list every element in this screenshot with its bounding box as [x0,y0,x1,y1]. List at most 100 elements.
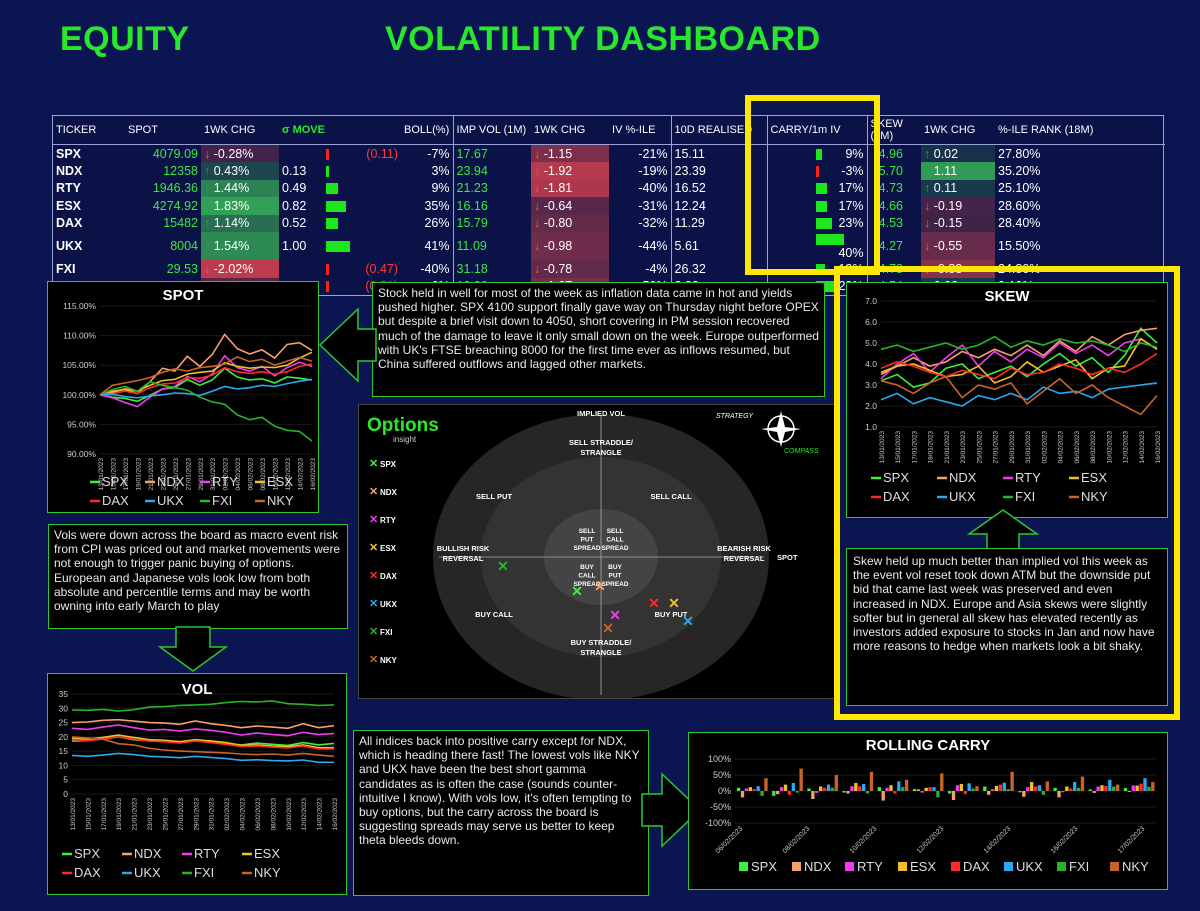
x-tick-label: 15/01/2023 [110,458,117,491]
cell-value: 4.73 [878,181,904,196]
cell-value: -1.15 [543,146,573,161]
cell-value: NDX [56,163,83,178]
x-tick-label: 29/01/2023 [1009,431,1016,464]
carry-bar-dax [893,791,897,794]
skew-comment: Skew held up much better than implied vo… [846,548,1168,706]
carry-bar-nky [975,786,979,791]
skew-highlight-box [834,266,1180,720]
sigma-bar [326,165,330,177]
cell-value: -0.98 [543,239,573,253]
logo-insight: insight [393,435,417,444]
iv-cell: 23.94 [452,162,532,180]
skew-change-cell: ↓ -0.15 [921,214,996,232]
cell-value: 1.00 [282,239,307,253]
carry-bar-spx [772,791,776,796]
cell-value: 23.94 [456,163,488,178]
cell-value: 12.24 [674,198,706,213]
x-tick-label: 29/01/2023 [193,798,200,831]
cell-value: 5.61 [674,239,699,253]
skew-cell: 4.73 [866,179,922,197]
spot-cell: 8004 [125,232,201,260]
boll-cell: 3% [401,162,453,180]
carry-bar-esx [994,785,999,791]
cell-value: 0.43% [213,163,250,178]
table-header-cell: 1WK CHG [921,116,996,145]
cell-value: -40% [638,181,668,196]
x-tick-label: 13/01/2023 [70,798,77,831]
carry-bar-ukx [756,786,760,791]
carry-bar-nky [799,768,803,791]
legend-swatch [898,862,907,871]
cell-value: 29.53 [166,261,198,276]
arrow-down-icon [158,626,228,672]
iv-cell: 21.23 [452,179,532,197]
marker-icon: ✕ [369,654,378,666]
cell-value: ↓ [204,261,211,276]
boll-cell: 9% [401,180,453,198]
x-tick-label: 31/01/2023 [210,458,217,491]
iv-change-cell: ↓ -0.98 [531,232,610,260]
carry-bar-nky [1010,771,1014,791]
boll-cell: 41% [401,232,453,260]
cell-value: -2.02% [213,261,254,276]
iv-cell: 11.09 [452,232,532,260]
x-tick-label: 23/01/2023 [147,798,154,831]
carry-bar-ukx [932,787,936,791]
carry-bar-ndx [1092,791,1096,793]
carry-bar-dax [1033,786,1038,791]
iv-pct-cell: -40% [609,180,671,198]
cell-value: 4079.09 [152,146,198,161]
realised-cell: 26.32 [670,260,768,278]
spot-cell: 4079.09 [125,145,201,163]
carry-bar [815,165,819,177]
spot-change-cell: ↑ 1.44% [201,179,279,197]
x-tick-label: 14/02/2023 [298,458,305,491]
vol-chart-panel: VOL 0 5 10 15 20 25 30 35 13/01/2023 15/01/2023 17… [47,673,347,895]
carry-bar-esx [748,787,752,791]
x-tick-label: 04/02/2023 [1058,431,1065,464]
strategy-label-8: BUY [608,564,622,571]
carry-cell: 9% [766,144,868,162]
sigma-value: (0.11) [366,146,399,161]
carry-bar-ndx [987,791,991,795]
strategy-label-3: PUT [581,537,594,544]
arrow-right-icon [641,772,702,848]
sigma-bar [326,241,350,253]
cell-value: 28.60% [998,198,1041,213]
legend-label-dax: DAX [102,493,129,508]
cell-value: -0.28% [213,146,254,161]
strategy-label-4: SELL [607,528,624,535]
carry-bar-nky [904,779,909,791]
legend-label-fxi: FXI [194,865,214,880]
carry-bar-esx [1100,785,1104,791]
cell-value: ↓ [534,198,541,213]
cell-value: -0.55 [933,239,963,253]
cell-value: FXI [56,261,76,276]
skew-change-cell: ↓ -0.55 [921,232,996,260]
legend-label-ukx: UKX [134,865,161,880]
y-tick-label: 0 [63,789,68,799]
cell-value: 25.10% [998,181,1041,196]
carry-bar-fxi [1076,787,1081,791]
y-tick-label: 3.0 [865,380,877,390]
carry-bar [815,281,836,293]
legend-label-fxi: FXI [1015,489,1035,504]
skew-cell: 4.53 [866,214,922,232]
y-tick-label: 5.0 [865,338,877,348]
sigma-move-cell [279,145,323,163]
cell-value: -44% [638,239,668,253]
carry-bar-ukx [861,783,866,791]
table-header-cell: TICKER [53,116,125,145]
carry-bar-dax [1069,788,1073,791]
rolling-carry-title: ROLLING CARRY [865,737,991,754]
table-header-row: TICKER SPOT 1WK CHG σ MOVE BOLL(%) IMP VOL (1… [53,116,1166,145]
ticker-cell: FXI [53,260,125,278]
skew-cell: 4.96 [866,144,922,162]
legend-label-nky: NKY [267,493,294,508]
legend-label-nky: NKY [1081,489,1108,504]
cell-value: ↑ [204,181,211,196]
y-tick-label: 25 [59,718,69,728]
cell-value: -1.92 [543,163,573,178]
x-tick-label: 08/02/2023 [1090,431,1097,464]
cell-value: 5.70 [878,163,904,178]
